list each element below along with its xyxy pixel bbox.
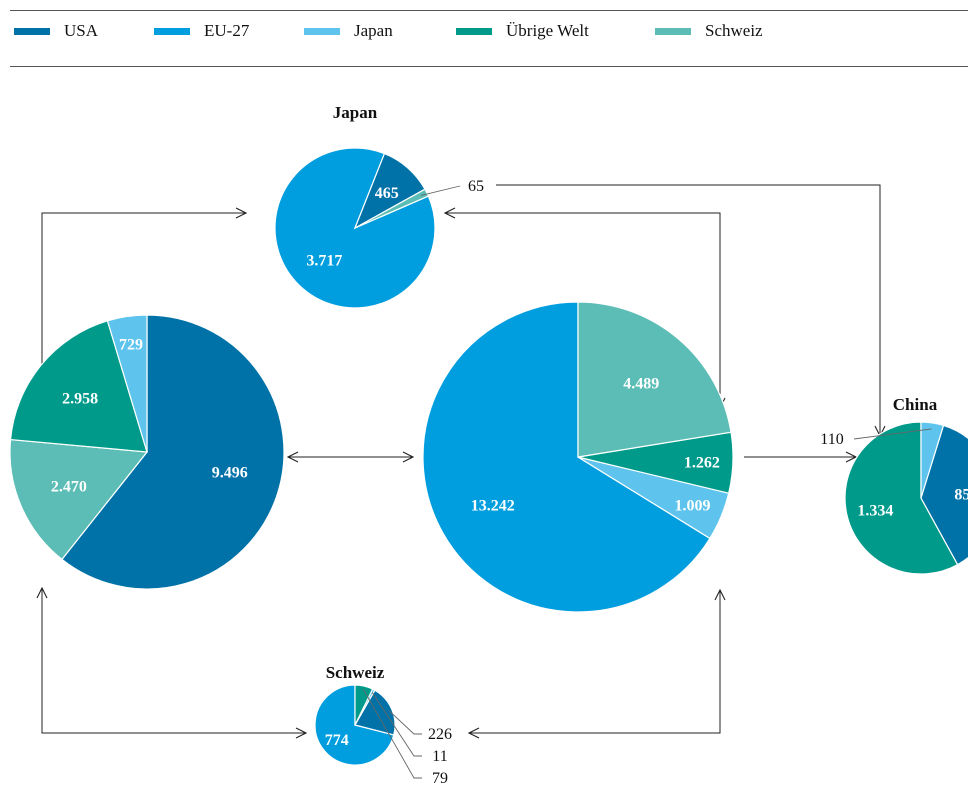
pie-title-schweiz: Schweiz (326, 663, 385, 682)
leader-line-schweiz-rest (362, 688, 422, 779)
pie-china: China 1.334 856 (844, 395, 968, 575)
legend-swatch-ch (655, 27, 691, 35)
slice-usa-ch (577, 301, 732, 458)
slice-usa-eu (422, 301, 711, 613)
arrow-schweiz-usa (469, 590, 720, 733)
legend-item-ch: Schweiz (655, 18, 763, 44)
slice-label-japan-ch: 65 (468, 178, 484, 195)
pie-title-japan: Japan (333, 103, 378, 122)
legend-item-rest: Übrige Welt (456, 18, 589, 44)
slice-label-eu-27-usa: 9.496 (212, 464, 248, 481)
arrow-japan-usa (445, 213, 720, 408)
leader-line-china-japan (853, 428, 932, 440)
slice-label-china-usa: 856 (954, 486, 968, 503)
slice-eu-27-rest (9, 320, 148, 453)
slice-label-usa-eu: 13.242 (471, 498, 515, 515)
arrow-eu-schweiz (42, 588, 306, 733)
slice-label-schweiz-rest: 79 (432, 770, 448, 787)
legend-label-eu: EU-27 (204, 21, 250, 40)
legend-swatch-japan (304, 27, 340, 35)
leader-line-schweiz-usa (388, 710, 422, 735)
slice-schweiz-usa (354, 689, 396, 736)
slice-china-japan (920, 421, 945, 499)
legend-swatch-eu (154, 27, 190, 35)
legend-top-rule (10, 10, 968, 11)
slice-eu-27-usa (61, 314, 285, 590)
legend-swatch-rest (456, 27, 492, 35)
slice-schweiz-rest (354, 684, 374, 726)
pie-title-china: China (893, 395, 938, 414)
slice-label-eu-27-rest: 2.958 (62, 390, 98, 407)
slice-label-china-japan: 110 (820, 431, 843, 448)
slice-label-schweiz-eu: 774 (325, 732, 349, 749)
legend-item-usa: USA (14, 18, 98, 44)
legend-label-japan: Japan (354, 21, 393, 40)
slice-eu-27-japan (106, 314, 148, 453)
slice-label-usa-japan: 1.009 (675, 498, 711, 515)
slice-label-china-rest: 1.334 (857, 503, 893, 520)
slice-japan-ch (354, 188, 430, 229)
slice-label-usa-ch: 4.489 (623, 376, 659, 393)
slice-label-eu-27-japan: 729 (119, 337, 143, 354)
slice-label-schweiz-usa: 226 (428, 726, 452, 743)
leader-lines: 65 226 11 79 110 (362, 178, 932, 787)
flow-arrows (42, 184, 880, 733)
slice-label-japan-eu: 3.717 (306, 253, 342, 270)
pie-japan: Japan 3.717 465 (274, 103, 436, 309)
legend-label-ch: Schweiz (705, 21, 763, 40)
legend-swatch-usa (14, 27, 50, 35)
slice-eu-27-ch (9, 438, 149, 561)
arrow-eu-japan (42, 213, 246, 382)
slice-china-rest (844, 421, 959, 575)
slice-label-eu-27-ch: 2.470 (51, 479, 87, 496)
leader-line-schweiz-japan (371, 692, 422, 757)
slice-label-usa-rest: 1.262 (684, 455, 720, 472)
leader-line-japan-ch (420, 185, 461, 196)
legend: USA EU-27 Japan Übrige Welt Schweiz (0, 18, 968, 48)
legend-label-rest: Übrige Welt (506, 21, 589, 40)
legend-item-japan: Japan (304, 18, 393, 44)
legend-item-eu: EU-27 (154, 18, 249, 44)
slice-label-japan-usa: 465 (375, 185, 399, 202)
legend-bottom-rule (10, 66, 968, 67)
slice-label-schweiz-japan: 11 (432, 748, 447, 765)
arrow-japan-china (496, 184, 880, 436)
legend-label-usa: USA (64, 21, 99, 40)
pie-schweiz: Schweiz 774 (314, 663, 396, 766)
